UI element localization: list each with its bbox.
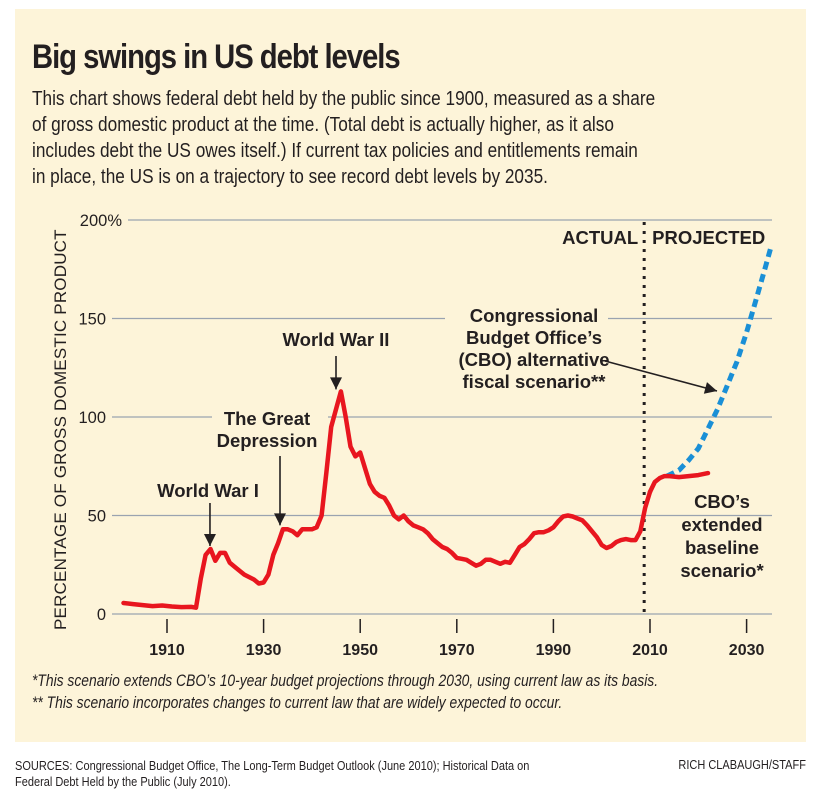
y-tick-label: 50 bbox=[88, 508, 106, 526]
arrowhead-icon bbox=[330, 377, 342, 390]
annotation-world-war-1: World War I bbox=[157, 480, 259, 501]
description-line: includes debt the US owes itself.) If cu… bbox=[32, 139, 638, 162]
annotation-line: Budget Office’s bbox=[466, 327, 602, 348]
description-line: in place, the US is on a trajectory to s… bbox=[32, 165, 548, 188]
series-group bbox=[121, 246, 774, 610]
annotation-line: fiscal scenario** bbox=[463, 371, 607, 392]
x-tick-label: 1930 bbox=[246, 642, 282, 659]
y-tick-label: 200% bbox=[80, 212, 123, 230]
annotation-line: The Great bbox=[224, 408, 310, 429]
annotation-line: World War I bbox=[157, 480, 259, 501]
annotation-line: World War II bbox=[283, 329, 390, 350]
y-tick-label: 0 bbox=[97, 606, 106, 624]
arrow-alternative-scenario bbox=[604, 360, 718, 392]
sources-line: Federal Debt Held by the Public (July 20… bbox=[15, 775, 231, 789]
arrowhead-icon bbox=[703, 382, 717, 394]
x-tick-label: 1950 bbox=[342, 642, 378, 659]
y-tick-label: 100 bbox=[78, 409, 106, 427]
y-axis-title: PERCENTAGE OF GROSS DOMESTIC PRODUCT bbox=[51, 229, 70, 630]
x-tick-label: 1990 bbox=[536, 642, 572, 659]
sources: SOURCES: Congressional Budget Office, Th… bbox=[15, 758, 529, 790]
x-tick-label: 2030 bbox=[729, 642, 765, 659]
x-tick-label: 1970 bbox=[439, 642, 475, 659]
annotation-line: (CBO) alternative bbox=[458, 349, 609, 370]
chart-description: This chart shows federal debt held by th… bbox=[32, 86, 788, 190]
actual-debt-line bbox=[121, 389, 653, 610]
arrowhead-icon bbox=[274, 513, 286, 526]
x-axis-ticks: 1910 1930 1950 1970 1990 2010 2030 bbox=[149, 619, 764, 659]
annotation-line: CBO’s bbox=[694, 491, 750, 512]
x-tick-label: 2010 bbox=[632, 642, 668, 659]
y-tick-label: 150 bbox=[78, 311, 106, 329]
sources-line: SOURCES: Congressional Budget Office, Th… bbox=[15, 759, 530, 773]
y-axis-tick-labels: 0 50 100 150 200% bbox=[78, 212, 122, 624]
actual-label: ACTUAL bbox=[562, 227, 638, 248]
credit: RICH CLABAUGH/STAFF bbox=[678, 758, 806, 772]
chart-title: Big swings in US debt levels bbox=[32, 38, 401, 76]
footnote-baseline: *This scenario extends CBO’s 10-year bud… bbox=[32, 672, 659, 690]
extended-baseline-line bbox=[647, 470, 711, 495]
footnote-alternative: ** This scenario incorporates changes to… bbox=[32, 694, 563, 712]
footnotes: *This scenario extends CBO’s 10-year bud… bbox=[32, 670, 658, 714]
annotation-world-war-2: World War II bbox=[283, 329, 390, 350]
annotation-line: Congressional bbox=[470, 305, 599, 326]
x-tick-label: 1910 bbox=[149, 642, 185, 659]
annotation-line: scenario* bbox=[680, 560, 764, 581]
chart-panel bbox=[15, 9, 806, 742]
gridlines bbox=[112, 219, 772, 615]
description-line: of gross domestic product at the time. (… bbox=[32, 113, 614, 136]
projected-label: PROJECTED bbox=[652, 227, 765, 248]
arrowhead-icon bbox=[203, 533, 216, 546]
annotation-line: extended bbox=[681, 514, 762, 535]
annotation-line: Depression bbox=[217, 430, 318, 451]
annotation-line: baseline bbox=[685, 537, 759, 558]
alternative-scenario-line bbox=[665, 246, 774, 479]
description-line: This chart shows federal debt held by th… bbox=[32, 87, 656, 110]
